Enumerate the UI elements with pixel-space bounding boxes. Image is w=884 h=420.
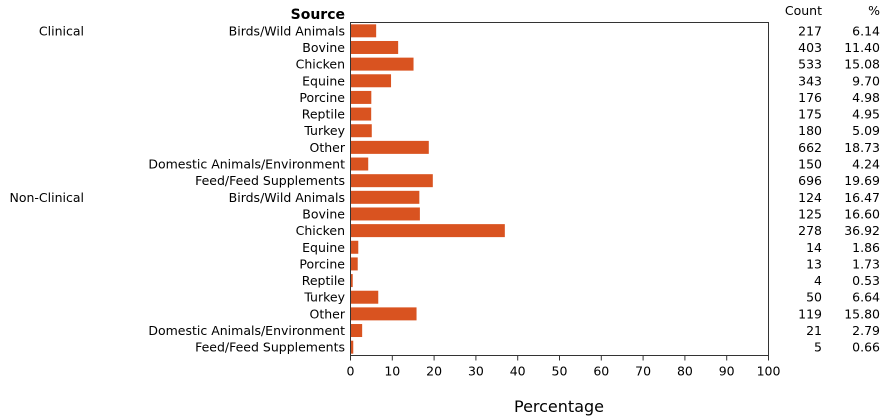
bar bbox=[350, 290, 379, 304]
count-value: 5 bbox=[814, 340, 822, 355]
bar bbox=[350, 57, 414, 71]
category-label: Domestic Animals/Environment bbox=[148, 323, 345, 338]
percent-value: 16.47 bbox=[844, 190, 880, 205]
x-tick-label: 100 bbox=[757, 364, 781, 379]
count-value: 50 bbox=[806, 290, 822, 305]
category-label: Turkey bbox=[303, 123, 345, 138]
category-label: Other bbox=[310, 140, 346, 155]
x-tick-label: 40 bbox=[510, 364, 526, 379]
percent-value: 0.53 bbox=[852, 273, 880, 288]
percent-value: 18.73 bbox=[844, 140, 880, 155]
count-value: 119 bbox=[798, 306, 822, 321]
percent-value: 15.80 bbox=[844, 306, 880, 321]
category-label: Domestic Animals/Environment bbox=[148, 157, 345, 172]
percent-value: 1.86 bbox=[852, 240, 880, 255]
count-value: 180 bbox=[798, 123, 822, 138]
category-label: Reptile bbox=[302, 273, 346, 288]
count-value: 278 bbox=[798, 223, 822, 238]
category-label: Equine bbox=[302, 240, 345, 255]
count-value: 533 bbox=[798, 57, 822, 72]
count-value: 662 bbox=[798, 140, 822, 155]
count-value: 696 bbox=[798, 173, 822, 188]
bar bbox=[350, 90, 372, 104]
count-value: 13 bbox=[806, 256, 822, 271]
category-label: Birds/Wild Animals bbox=[229, 23, 345, 38]
count-column-header: Count bbox=[785, 3, 822, 18]
bar bbox=[350, 324, 363, 338]
percent-value: 0.66 bbox=[852, 340, 880, 355]
percent-value: 4.98 bbox=[852, 90, 880, 105]
x-tick-label: 0 bbox=[347, 364, 355, 379]
category-label: Porcine bbox=[299, 256, 345, 271]
category-label: Birds/Wild Animals bbox=[229, 190, 345, 205]
bar bbox=[350, 24, 377, 38]
x-tick-label: 90 bbox=[719, 364, 735, 379]
percent-value: 5.09 bbox=[852, 123, 880, 138]
percent-value: 6.14 bbox=[852, 23, 880, 38]
percent-value: 6.64 bbox=[852, 290, 880, 305]
percent-value: 4.24 bbox=[852, 157, 880, 172]
x-axis-title: Percentage bbox=[514, 397, 604, 416]
x-tick-label: 50 bbox=[552, 364, 568, 379]
count-value: 343 bbox=[798, 73, 822, 88]
bar bbox=[350, 107, 372, 121]
count-value: 217 bbox=[798, 23, 822, 38]
percent-value: 16.60 bbox=[844, 206, 880, 221]
category-label: Other bbox=[310, 306, 346, 321]
category-label: Chicken bbox=[296, 223, 345, 238]
bar bbox=[350, 74, 392, 88]
count-value: 125 bbox=[798, 206, 822, 221]
percent-value: 9.70 bbox=[852, 73, 880, 88]
bar bbox=[350, 190, 420, 204]
bar bbox=[350, 174, 433, 188]
percent-value: 15.08 bbox=[844, 57, 880, 72]
percent-value: 4.95 bbox=[852, 107, 880, 122]
group-label: Non-Clinical bbox=[9, 190, 84, 205]
plot-area-frame bbox=[350, 22, 769, 356]
bar bbox=[350, 274, 353, 288]
count-value: 4 bbox=[814, 273, 822, 288]
bar bbox=[350, 207, 420, 221]
percent-column-header: % bbox=[868, 3, 880, 18]
bar bbox=[350, 124, 372, 138]
x-tick-label: 10 bbox=[384, 364, 400, 379]
category-label: Feed/Feed Supplements bbox=[195, 340, 345, 355]
category-label: Reptile bbox=[302, 107, 346, 122]
count-value: 124 bbox=[798, 190, 822, 205]
count-value: 150 bbox=[798, 157, 822, 172]
category-label: Bovine bbox=[302, 206, 345, 221]
bar bbox=[350, 40, 399, 54]
bar bbox=[350, 340, 354, 354]
x-tick-label: 80 bbox=[677, 364, 693, 379]
bar bbox=[350, 257, 358, 271]
category-label: Equine bbox=[302, 73, 345, 88]
bar bbox=[350, 240, 359, 254]
category-label: Feed/Feed Supplements bbox=[195, 173, 345, 188]
count-value: 21 bbox=[806, 323, 822, 338]
x-tick-label: 30 bbox=[468, 364, 484, 379]
category-label: Turkey bbox=[303, 290, 345, 305]
x-tick-label: 60 bbox=[593, 364, 609, 379]
x-tick-label: 70 bbox=[635, 364, 651, 379]
bar bbox=[350, 157, 369, 171]
percent-value: 36.92 bbox=[844, 223, 880, 238]
percent-value: 19.69 bbox=[844, 173, 880, 188]
count-value: 175 bbox=[798, 107, 822, 122]
bar bbox=[350, 307, 417, 321]
percent-value: 11.40 bbox=[844, 40, 880, 55]
group-label: Clinical bbox=[39, 23, 84, 38]
y-axis-title: Source bbox=[291, 7, 345, 23]
percent-value: 1.73 bbox=[852, 256, 880, 271]
category-label: Porcine bbox=[299, 90, 345, 105]
count-value: 403 bbox=[798, 40, 822, 55]
x-tick-label: 20 bbox=[426, 364, 442, 379]
count-value: 176 bbox=[798, 90, 822, 105]
bar bbox=[350, 224, 505, 238]
count-value: 14 bbox=[806, 240, 822, 255]
category-label: Chicken bbox=[296, 57, 345, 72]
category-label: Bovine bbox=[302, 40, 345, 55]
percent-value: 2.79 bbox=[852, 323, 880, 338]
bar bbox=[350, 140, 429, 154]
